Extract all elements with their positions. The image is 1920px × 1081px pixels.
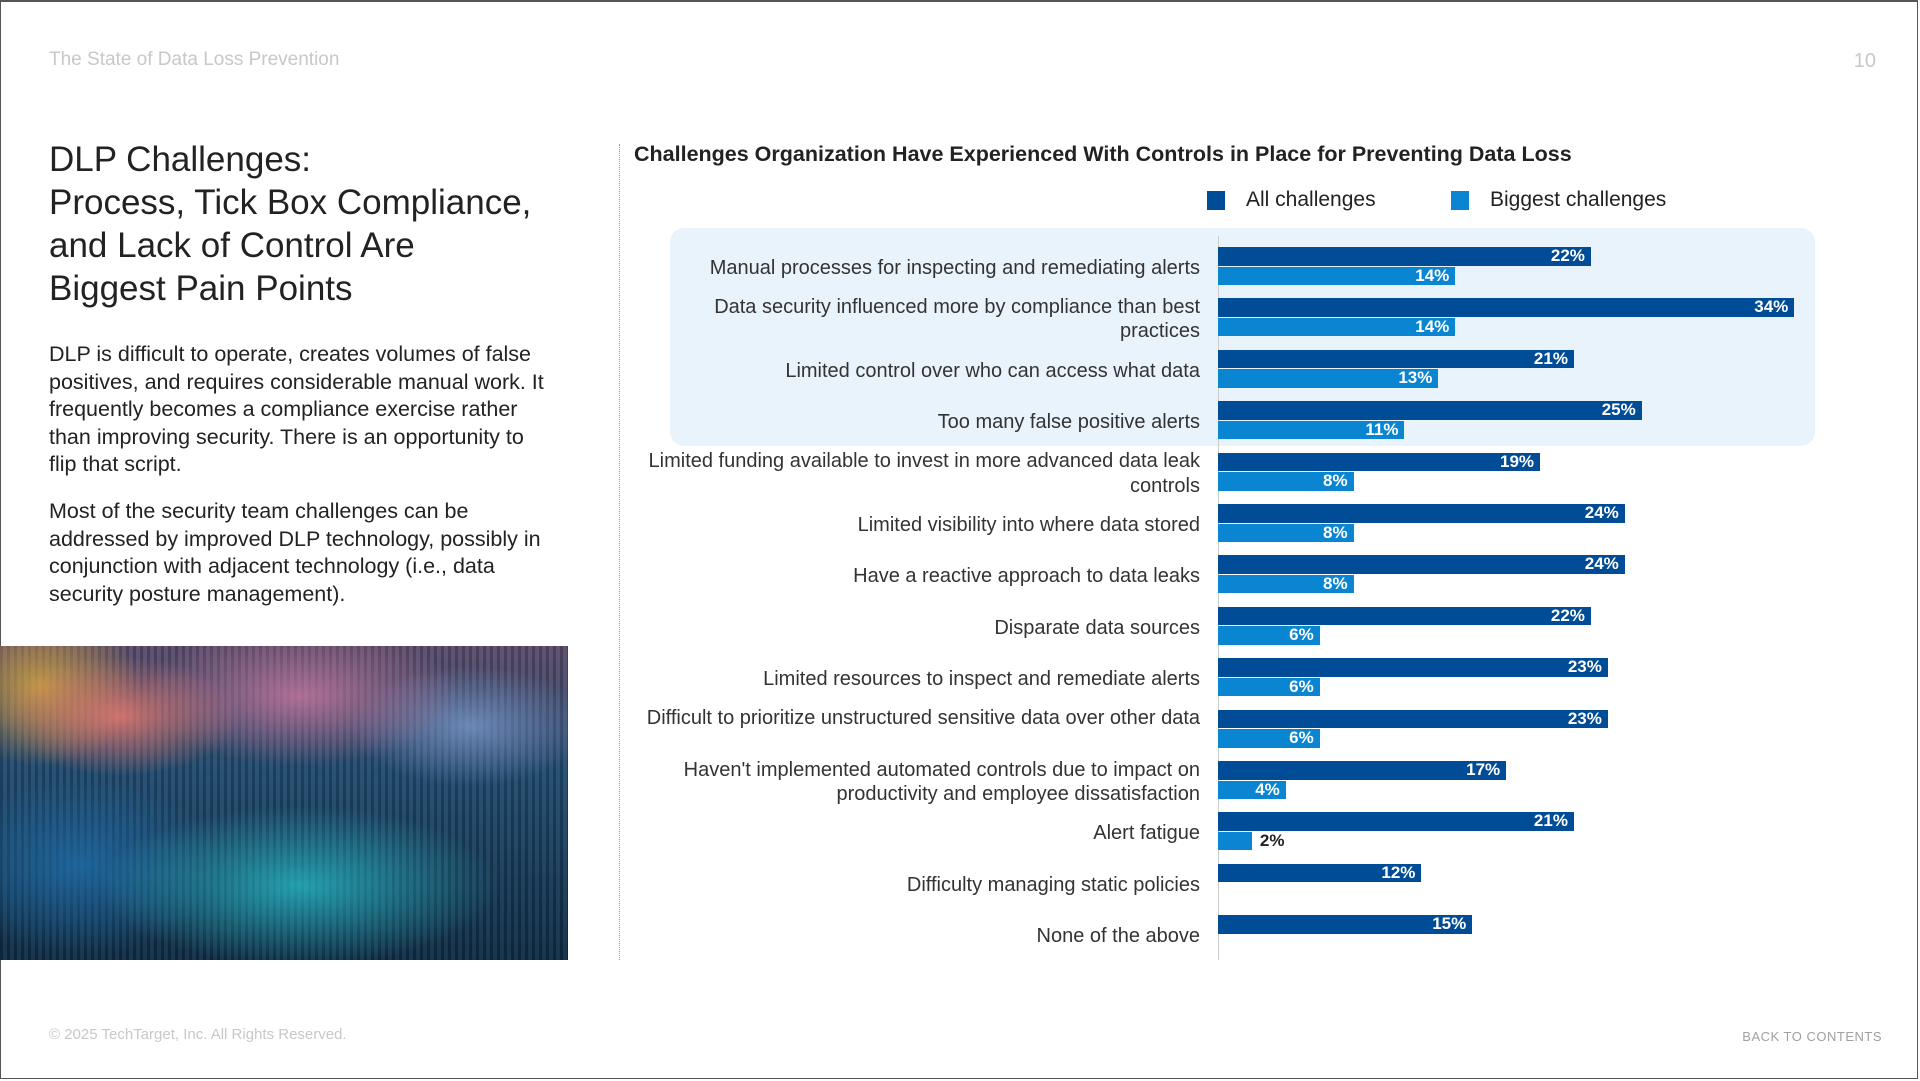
category-label: Difficulty managing static policies xyxy=(906,873,1200,896)
bar-all-challenges xyxy=(1218,555,1625,574)
bar-biggest-challenges xyxy=(1218,420,1405,440)
category-label: Limited resources to inspect and remedia… xyxy=(763,667,1200,690)
data-label: 2% xyxy=(1259,830,1285,850)
category-label: Limited funding available to invest in m… xyxy=(648,450,1200,497)
bar-biggest-challenges xyxy=(1218,780,1286,799)
category-label: Too many false positive alerts xyxy=(937,410,1200,433)
title-line: Biggest Pain Points xyxy=(49,269,353,308)
bar-all-challenges xyxy=(1218,349,1574,369)
category-label: Difficult to prioritize unstructured sen… xyxy=(646,707,1200,730)
bar-biggest-challenges xyxy=(1218,626,1320,645)
bar-all-challenges xyxy=(1218,247,1591,266)
data-label: 17% xyxy=(1466,760,1501,779)
bar-biggest-challenges xyxy=(1218,266,1456,285)
data-label: 6% xyxy=(1289,625,1314,645)
category-label: Haven't implemented automated controls d… xyxy=(683,758,1200,806)
title-line: and Lack of Control Are xyxy=(49,226,415,265)
data-label: 8% xyxy=(1323,573,1348,593)
legend-item-biggest: Biggest challenges xyxy=(1451,188,1666,212)
data-label: 23% xyxy=(1567,657,1602,677)
abstract-data-image xyxy=(0,646,568,960)
data-label: 34% xyxy=(1754,297,1789,317)
data-label: 4% xyxy=(1255,779,1280,799)
title-line: DLP Challenges: xyxy=(49,140,312,179)
data-label: 21% xyxy=(1533,348,1568,368)
data-label: 15% xyxy=(1432,914,1467,934)
data-label: 13% xyxy=(1398,368,1433,388)
copyright: © 2025 TechTarget, Inc. All Rights Reser… xyxy=(49,1026,347,1043)
bar-all-challenges xyxy=(1218,812,1574,831)
divider xyxy=(619,144,620,960)
data-label: 12% xyxy=(1381,862,1416,882)
data-label: 25% xyxy=(1601,400,1636,420)
data-label: 23% xyxy=(1567,708,1602,728)
bar-biggest-challenges xyxy=(1218,729,1320,748)
data-label: 6% xyxy=(1289,728,1314,748)
bar-all-challenges xyxy=(1218,709,1608,729)
bar-all-challenges xyxy=(1218,658,1608,677)
bar-all-challenges xyxy=(1218,915,1473,934)
bar-all-challenges xyxy=(1218,761,1507,780)
bar-biggest-challenges xyxy=(1218,369,1439,388)
bar-all-challenges xyxy=(1218,863,1422,883)
bar-all-challenges xyxy=(1218,298,1795,317)
category-label: Have a reactive approach to data leaks xyxy=(853,565,1200,588)
data-label: 14% xyxy=(1415,265,1450,285)
data-label: 21% xyxy=(1533,811,1568,831)
category-label: Limited visibility into where data store… xyxy=(857,513,1200,536)
bar-biggest-challenges xyxy=(1218,677,1320,697)
bar-biggest-challenges xyxy=(1218,574,1354,594)
data-label: 8% xyxy=(1323,522,1348,542)
bar-biggest-challenges xyxy=(1218,317,1456,337)
category-label: Manual processes for inspecting and reme… xyxy=(709,256,1200,279)
data-label: 14% xyxy=(1415,316,1450,336)
back-to-contents-link[interactable]: BACK TO CONTENTS xyxy=(1742,1029,1882,1044)
chart-axis xyxy=(1218,236,1219,960)
legend-label-biggest: Biggest challenges xyxy=(1490,188,1667,211)
data-label: 24% xyxy=(1584,503,1619,522)
data-label: 22% xyxy=(1550,246,1585,265)
bar-biggest-challenges xyxy=(1218,523,1354,542)
legend-item-all: All challenges xyxy=(1207,188,1376,212)
bar-all-challenges xyxy=(1218,401,1642,420)
data-label: 19% xyxy=(1500,451,1535,471)
legend-swatch-biggest xyxy=(1451,190,1469,210)
bar-all-challenges xyxy=(1218,606,1591,626)
intro-paragraph: DLP is difficult to operate, creates vol… xyxy=(49,342,544,476)
bar-all-challenges xyxy=(1218,504,1625,523)
category-label: Disparate data sources xyxy=(994,616,1200,639)
category-label: Alert fatigue xyxy=(1093,822,1200,845)
bar-all-challenges xyxy=(1218,452,1541,472)
page-title: DLP Challenges: Process, Tick Box Compli… xyxy=(49,138,569,310)
report-title: The State of Data Loss Prevention xyxy=(49,49,340,70)
bar-biggest-challenges xyxy=(1218,831,1252,851)
data-label: 8% xyxy=(1323,471,1348,491)
category-label: None of the above xyxy=(1036,924,1200,947)
data-label: 22% xyxy=(1550,605,1585,625)
data-label: 11% xyxy=(1365,419,1399,439)
page-number: 10 xyxy=(1853,50,1876,72)
second-paragraph: Most of the security team challenges can… xyxy=(49,499,541,606)
chart-title: Challenges Organization Have Experienced… xyxy=(634,142,1572,166)
data-label: 6% xyxy=(1289,676,1314,696)
data-label: 24% xyxy=(1584,554,1619,574)
category-label: Data security influenced more by complia… xyxy=(714,295,1200,343)
legend-swatch-all xyxy=(1207,190,1225,210)
category-label: Limited control over who can access what… xyxy=(785,359,1200,382)
legend-label-all: All challenges xyxy=(1246,188,1376,211)
bar-biggest-challenges xyxy=(1218,472,1354,491)
title-line: Process, Tick Box Compliance, xyxy=(49,183,532,222)
